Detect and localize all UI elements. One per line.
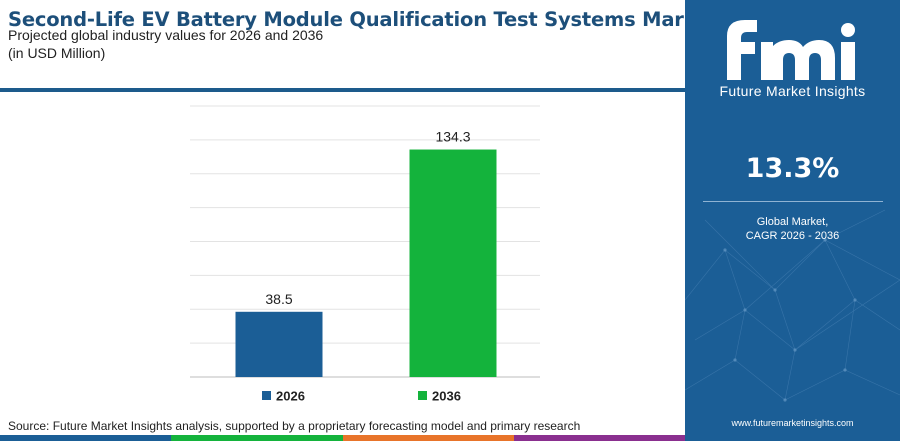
- legend: 2026 2036: [262, 389, 461, 404]
- bar-chart: 38.5 134.3 2026 2036: [190, 105, 540, 404]
- cagr-label-line1: Global Market,: [756, 216, 829, 228]
- stripe-segment: [513, 435, 685, 441]
- bar-2036: [409, 149, 497, 377]
- stripe-segment: [0, 435, 172, 441]
- unit-label: (in USD Million): [8, 45, 106, 61]
- fmi-logo: Future Market Insights: [685, 0, 900, 118]
- source-note: Source: Future Market Insights analysis,…: [8, 419, 581, 433]
- chart-title: Second-Life EV Battery Module Qualificat…: [8, 8, 719, 31]
- header-divider: [0, 88, 685, 92]
- stripe-segment: [171, 435, 343, 441]
- stripe-segment: [342, 435, 514, 441]
- logo-text: Future Market Insights: [719, 83, 866, 99]
- bars: [235, 149, 497, 377]
- data-labels: 38.5 134.3: [265, 129, 470, 307]
- fmi-logo-icon: [727, 20, 855, 80]
- cagr-label-line2: CAGR 2026 - 2036: [745, 230, 840, 242]
- data-label-2036: 134.3: [435, 129, 470, 145]
- header: Second-Life EV Battery Module Qualificat…: [0, 0, 718, 88]
- chart-subtitle: Projected global industry values for 202…: [8, 27, 324, 43]
- side-panel: Future Market Insights 13.3% Global Mark…: [685, 0, 900, 441]
- network-pattern: [685, 209, 900, 402]
- cagr-value: 13.3%: [745, 153, 840, 184]
- legend-swatch-2036: [418, 391, 427, 400]
- legend-label-2026: 2026: [276, 389, 305, 404]
- cagr-label: Global Market, CAGR 2026 - 2036: [685, 215, 900, 243]
- cagr-divider: [703, 201, 883, 202]
- website-link[interactable]: www.futuremarketinsights.com: [731, 418, 854, 428]
- legend-label-2036: 2036: [432, 389, 461, 404]
- data-label-2026: 38.5: [265, 291, 292, 307]
- bar-2026: [235, 311, 323, 377]
- legend-swatch-2026: [262, 391, 271, 400]
